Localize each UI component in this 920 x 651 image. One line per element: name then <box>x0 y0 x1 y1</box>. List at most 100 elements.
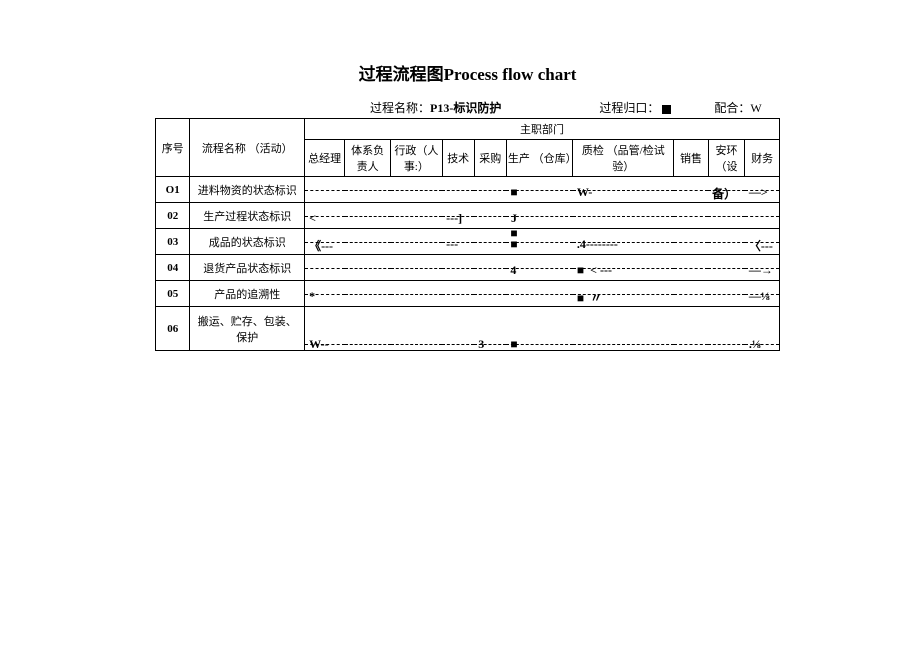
header-tech: 技术 <box>442 140 474 177</box>
dash-line <box>674 190 708 191</box>
header-ehs: 安环（设 <box>708 140 745 177</box>
dash-line <box>674 242 708 243</box>
cell-dept <box>391 281 443 307</box>
dash-line <box>305 268 345 269</box>
dash-line <box>345 268 391 269</box>
cell-dept <box>674 203 708 229</box>
dash-line <box>442 344 474 345</box>
cell-activity: 生产过程状态标识 <box>190 203 305 229</box>
flow-symbol: .4-------- <box>577 237 618 252</box>
dash-line <box>474 294 506 295</box>
owner-block: 过程归口： <box>599 99 671 116</box>
flow-symbol: —→ <box>749 263 773 278</box>
cell-dept <box>573 307 674 351</box>
cell-seq: 04 <box>156 255 190 281</box>
header-gm: 总经理 <box>305 140 345 177</box>
header-fin: 财务 <box>745 140 780 177</box>
process-name-block: 过程名称：P13-标识防护 <box>370 99 501 116</box>
header-qc: 质检 （品管/检试验） <box>573 140 674 177</box>
cell-dept: 4 <box>506 255 573 281</box>
flow-symbol: ■ < --- <box>577 263 612 278</box>
flow-symbol: 〈--- <box>749 237 773 254</box>
dash-line <box>442 294 474 295</box>
table-row: 06搬运、贮存、包装、 保护W--3■.⅛ <box>156 307 780 351</box>
cell-dept <box>345 177 391 203</box>
flow-symbol: 4 <box>510 263 516 278</box>
owner-label: 过程归口： <box>599 101 659 115</box>
flow-symbol: ■ <box>510 337 517 352</box>
header-dept-group: 主职部门 <box>305 119 780 140</box>
cell-dept <box>391 203 443 229</box>
dash-line <box>708 242 745 243</box>
meta-row: 过程名称：P13-标识防护 过程归口： 配合：W <box>155 99 780 116</box>
dash-line <box>442 190 474 191</box>
dash-line <box>573 344 674 345</box>
cell-dept <box>708 203 745 229</box>
dash-line <box>708 268 745 269</box>
cell-activity: 成品的状态标识 <box>190 229 305 255</box>
dash-line <box>674 344 708 345</box>
dash-line <box>442 268 474 269</box>
flow-symbol: ---] <box>446 211 462 226</box>
header-pur: 采购 <box>474 140 506 177</box>
dash-line <box>674 294 708 295</box>
dash-line <box>474 268 506 269</box>
dash-line <box>345 294 391 295</box>
dash-line <box>474 190 506 191</box>
cell-dept: ■ 〃 <box>573 281 674 307</box>
cell-dept <box>474 203 506 229</box>
cell-dept <box>391 177 443 203</box>
cell-dept: 《--- <box>305 229 345 255</box>
cell-dept: ■ <box>506 229 573 255</box>
cell-seq: 02 <box>156 203 190 229</box>
flow-symbol: < <box>309 211 316 226</box>
dash-line <box>391 344 443 345</box>
table-row: 03成品的状态标识《------■.4--------〈--- <box>156 229 780 255</box>
cell-dept: J ■ <box>506 203 573 229</box>
cell-dept: W- <box>573 177 674 203</box>
cell-dept <box>345 229 391 255</box>
dash-line <box>391 216 443 217</box>
owner-marker <box>662 105 671 114</box>
flow-table: 序号 流程名称 （活动） 主职部门 总经理 体系负责人 行政（人事:） 技术 采… <box>155 118 780 351</box>
cell-activity: 产品的追溯性 <box>190 281 305 307</box>
cell-dept <box>391 255 443 281</box>
cell-dept: 〈--- <box>745 229 780 255</box>
cell-dept: W-- <box>305 307 345 351</box>
cell-activity: 退货产品状态标识 <box>190 255 305 281</box>
cell-activity: 搬运、贮存、包装、 保护 <box>190 307 305 351</box>
dash-line <box>708 216 745 217</box>
cell-dept: ■ <box>506 177 573 203</box>
dash-line <box>345 216 391 217</box>
dash-line <box>674 216 708 217</box>
table-row: O1进料物资的状态标识■W-备）—> <box>156 177 780 203</box>
dash-line <box>708 294 745 295</box>
dash-line <box>573 216 674 217</box>
header-hr: 行政（人事:） <box>391 140 443 177</box>
cell-dept: --- <box>442 229 474 255</box>
flow-symbol: —⅛ <box>749 289 770 304</box>
page-title: 过程流程图Process flow chart <box>155 60 780 85</box>
cell-dept <box>442 281 474 307</box>
cell-activity: 进料物资的状态标识 <box>190 177 305 203</box>
flow-symbol: ■ <box>510 185 517 200</box>
table-row: 02生产过程状态标识 < ---] J ■ <box>156 203 780 229</box>
cell-dept <box>442 255 474 281</box>
cell-dept: —→ <box>745 255 780 281</box>
cell-dept <box>305 255 345 281</box>
cell-dept: < <box>305 203 345 229</box>
cell-dept <box>391 307 443 351</box>
dash-line <box>708 344 745 345</box>
flow-symbol: W- <box>577 185 593 200</box>
cell-dept <box>708 281 745 307</box>
dash-line <box>391 242 443 243</box>
dash-line <box>345 190 391 191</box>
cell-dept <box>391 229 443 255</box>
cell-dept: 3 <box>474 307 506 351</box>
cell-dept <box>674 255 708 281</box>
flow-symbol: ■ 〃 <box>577 289 602 306</box>
process-name-value: P13-标识防护 <box>430 101 501 115</box>
cell-dept <box>345 307 391 351</box>
cell-dept <box>442 307 474 351</box>
cell-dept <box>674 307 708 351</box>
